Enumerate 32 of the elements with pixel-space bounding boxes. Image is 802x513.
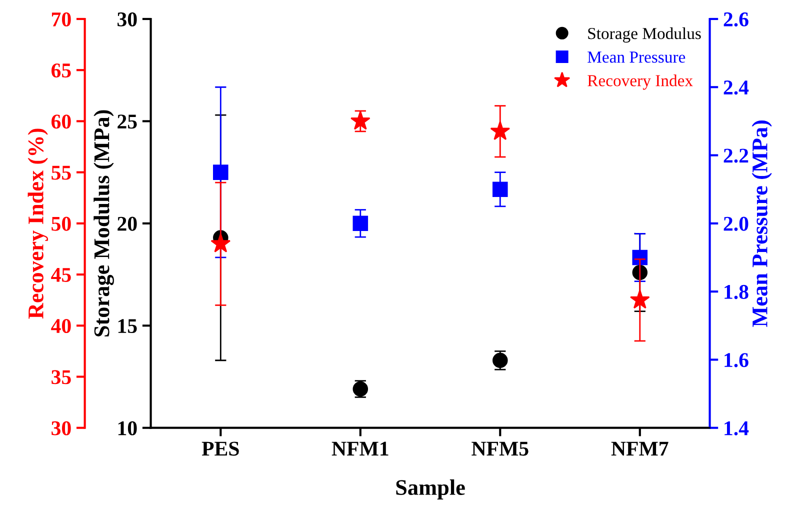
y2-tick-label: 1.4 [724, 421, 749, 436]
y3-tick-label: 65 [52, 64, 71, 78]
y-tick-label: 15 [118, 319, 137, 334]
x-tick-label: NFM5 [472, 442, 528, 456]
y3-tick-label: 60 [52, 114, 71, 129]
y3-axis-title: Recovery Index (%) [28, 128, 48, 319]
y3-tick-label: 50 [52, 216, 71, 231]
y2-tick-label: 2.0 [724, 216, 748, 231]
y-tick-label: 25 [118, 114, 137, 129]
y3-tick-label: 70 [52, 12, 71, 26]
x-tick-label: NFM1 [332, 442, 388, 456]
y2-tick-label: 1.8 [724, 284, 748, 300]
y2-axis-title: Mean Pressure (MPa) [752, 120, 772, 327]
y2-tick-label: 2.6 [724, 12, 748, 27]
y3-tick-label: 45 [51, 268, 71, 282]
legend-label: Mean Pressure [588, 52, 686, 63]
legend-label: Recovery Index [588, 74, 693, 90]
y3-tick-label: 30 [52, 421, 71, 436]
y3-tick-label: 40 [51, 319, 71, 334]
y3-tick-label: 35 [52, 370, 71, 384]
y-tick-label: 10 [118, 421, 137, 436]
y2-tick-label: 2.4 [724, 80, 749, 95]
x-axis-title: Sample [396, 479, 465, 500]
y2-tick-label: 1.6 [724, 353, 748, 368]
legend-label: Storage Modulus [588, 27, 701, 43]
y3-tick-label: 55 [52, 166, 71, 180]
x-tick-label: PES [202, 442, 239, 456]
y-tick-label: 30 [118, 12, 137, 26]
x-tick-label: NFM7 [611, 442, 668, 456]
y-tick-label: 20 [118, 216, 137, 231]
y-axis-title: Storage Modulus (MPa) [94, 110, 114, 336]
y2-tick-label: 2.2 [724, 148, 748, 163]
